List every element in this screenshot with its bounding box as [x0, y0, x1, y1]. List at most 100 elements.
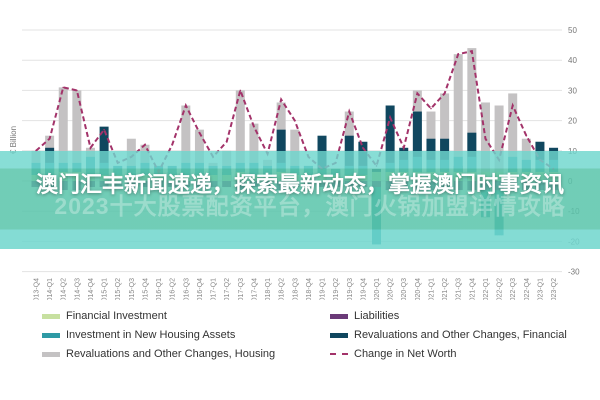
x-tick-label: 2019-Q4 [360, 278, 367, 300]
y-tick-label: 40 [568, 56, 577, 65]
x-tick-label: 2020-Q3 [401, 278, 408, 300]
net-worth-point [443, 92, 446, 95]
x-tick-label: 2018-Q1 [265, 278, 272, 300]
bar [453, 54, 463, 181]
net-worth-point [525, 134, 528, 137]
legend-swatch [330, 313, 348, 319]
x-tick-label: 2015-Q4 [142, 278, 149, 300]
net-worth-point [253, 125, 255, 128]
x-tick-label: 2015-Q1 [102, 278, 109, 300]
x-tick-label: 2022-Q1 [483, 278, 490, 300]
bar [480, 102, 490, 181]
x-tick-label: 2018-Q2 [279, 278, 286, 300]
x-tick-label: 2013-Q4 [34, 278, 41, 300]
net-worth-point [362, 146, 364, 149]
x-tick-label: 2021-Q4 [469, 278, 476, 300]
x-tick-label: 2015-Q3 [129, 278, 136, 300]
net-worth-point [430, 107, 432, 110]
chart: 50403020100-10-20-30€ Billion2013-Q42014… [9, 26, 580, 300]
x-tick-label: 2020-Q2 [388, 278, 395, 300]
x-tick-label: 2022-Q2 [497, 278, 504, 300]
net-worth-point [239, 89, 242, 92]
x-tick-label: 2023-Q2 [551, 278, 558, 300]
legend-line-swatch [330, 353, 348, 355]
bar [412, 111, 422, 181]
x-tick-label: 2019-Q1 [320, 278, 327, 300]
x-tick-label: 2016-Q1 [156, 278, 163, 300]
y-tick-label: 20 [568, 117, 577, 126]
x-tick-label: 2021-Q3 [456, 278, 463, 300]
legend-label: Financial Investment [66, 310, 167, 322]
x-tick-label: 2015-Q2 [115, 278, 122, 300]
net-worth-point [76, 89, 78, 92]
x-tick-label: 2014-Q1 [47, 278, 54, 300]
y-tick-label: -30 [568, 268, 580, 277]
bar [508, 93, 518, 181]
net-worth-point [103, 128, 105, 131]
net-worth-point [185, 104, 187, 107]
net-worth-point [144, 143, 146, 146]
x-tick-label: 2019-Q3 [347, 278, 354, 300]
legend-item-revaluations-housing: Revaluations and Other Changes, Housing [42, 348, 275, 360]
net-worth-point [62, 86, 65, 89]
bar [58, 87, 68, 181]
legend-swatch [42, 351, 60, 357]
bar [385, 105, 395, 181]
x-tick-label: 2020-Q4 [415, 278, 422, 300]
legend-label: Change in Net Worth [354, 348, 457, 360]
net-worth-point [471, 50, 473, 52]
x-tick-label: 2017-Q3 [238, 278, 245, 300]
overlay-faint-text: 2023十大股票配资平台，澳门火锅加盟详情攻略 [54, 193, 566, 219]
net-worth-point [402, 146, 405, 149]
legend-swatch [42, 332, 60, 338]
overlay-headline: 澳门汇丰新闻速递，探索最新动态，掌握澳门时事资讯 [35, 173, 564, 198]
bar [494, 105, 504, 181]
x-tick-label: 2014-Q4 [88, 278, 95, 300]
legend-swatch [330, 332, 348, 338]
bar [440, 93, 450, 181]
bar [181, 105, 191, 181]
net-worth-point [225, 140, 228, 143]
x-tick-label: 2021-Q1 [428, 278, 435, 300]
x-tick-label: 2017-Q4 [251, 278, 258, 300]
x-tick-label: 2017-Q2 [224, 278, 231, 300]
net-worth-point [198, 131, 201, 134]
x-tick-label: 2018-Q4 [306, 278, 313, 300]
bar [235, 90, 245, 181]
legend-item-investment-housing: Investment in New Housing Assets [42, 329, 235, 341]
legend-label: Revaluations and Other Changes, Housing [66, 348, 276, 360]
legend-item-revaluations-financial: Revaluations and Other Changes, Financia… [330, 329, 567, 341]
legend-swatch [42, 313, 60, 319]
net-worth-point [171, 143, 173, 146]
net-worth-point [293, 119, 296, 122]
net-worth-point [348, 110, 351, 113]
x-tick-label: 2016-Q4 [197, 278, 204, 300]
net-worth-point [389, 116, 391, 119]
legend-item-liabilities: Liabilities [330, 310, 399, 322]
x-tick-label: 2018-Q3 [292, 278, 299, 300]
net-worth-point [484, 137, 487, 140]
net-worth-point [511, 104, 514, 107]
bar [467, 48, 477, 182]
net-worth-point [416, 92, 419, 95]
x-tick-label: 2014-Q3 [74, 278, 81, 300]
net-worth-point [89, 146, 92, 149]
y-tick-label: 50 [568, 26, 577, 35]
y-tick-label: 30 [568, 86, 577, 95]
legend-label: Investment in New Housing Assets [66, 329, 236, 341]
x-tick-label: 2017-Q1 [211, 278, 218, 300]
x-tick-label: 2016-Q2 [170, 278, 177, 300]
x-tick-label: 2023-Q1 [537, 278, 544, 300]
x-tick-label: 2016-Q3 [183, 278, 190, 300]
bar [72, 90, 82, 181]
net-worth-point [280, 98, 282, 101]
x-tick-label: 2022-Q3 [510, 278, 517, 300]
net-worth-point [457, 53, 460, 55]
legend-item-net-worth: Change in Net Worth [330, 348, 457, 360]
x-tick-label: 2021-Q2 [442, 278, 449, 300]
x-tick-label: 2020-Q1 [374, 278, 381, 300]
x-tick-label: 2014-Q2 [61, 278, 68, 300]
x-tick-label: 2019-Q2 [333, 278, 340, 300]
x-tick-label: 2022-Q4 [524, 278, 531, 300]
legend-label: Revaluations and Other Changes, Financia… [354, 329, 567, 341]
